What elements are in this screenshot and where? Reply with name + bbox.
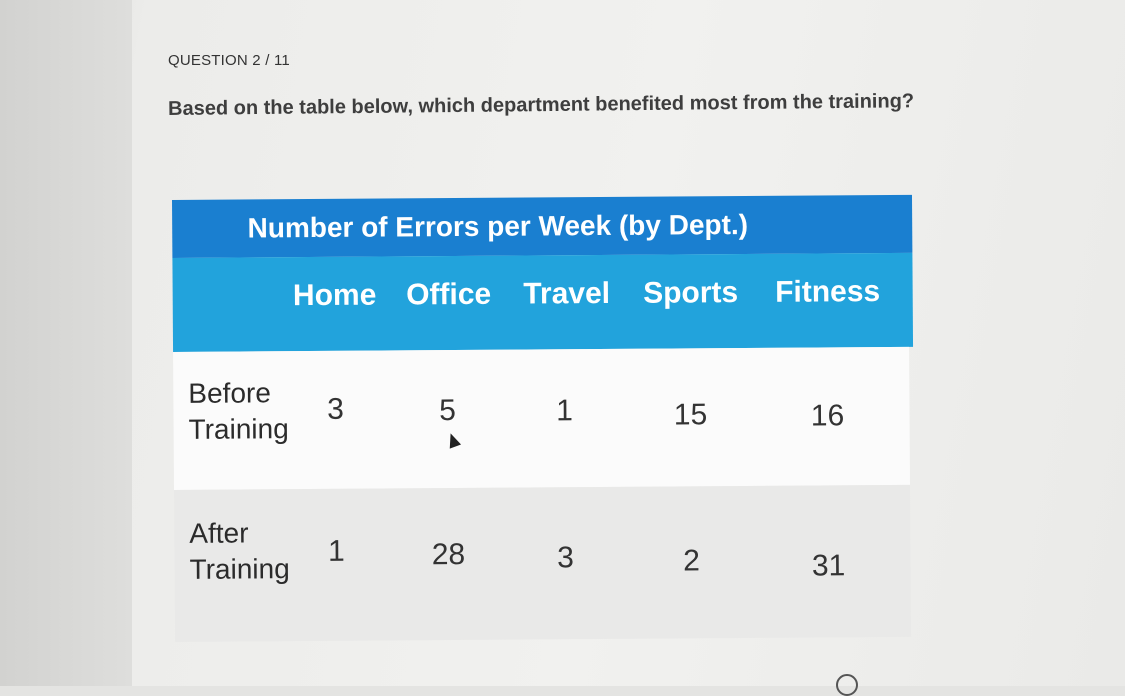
- column-header-sports: Sports: [643, 276, 739, 310]
- question-prompt: Based on the table below, which departme…: [168, 90, 915, 120]
- row-label-line1: After: [189, 517, 249, 549]
- cell-after-office: 28: [431, 537, 466, 572]
- question-counter: QUESTION 2 / 11: [168, 52, 290, 69]
- cell-after-travel: 3: [557, 541, 574, 575]
- errors-table: Number of Errors per Week (by Dept.) Hom…: [172, 194, 915, 652]
- row-label-line2: Training: [189, 553, 290, 585]
- column-header-fitness: Fitness: [775, 275, 881, 309]
- row-label-line2: Training: [188, 413, 289, 445]
- column-header-office: Office: [406, 277, 492, 312]
- row-label-before-training: Before Training: [188, 375, 289, 448]
- row-label-line1: Before: [188, 377, 271, 409]
- cell-before-home: 3: [327, 392, 344, 426]
- circle-icon[interactable]: [836, 674, 858, 696]
- cell-after-home: 1: [327, 534, 345, 568]
- table-row-after-training: After Training 1 28 3 2 31: [174, 484, 912, 642]
- table-row-before-training: Before Training 3 5 1 15 16: [173, 346, 911, 490]
- column-header-home: Home: [292, 278, 377, 313]
- cell-before-sports: 15: [673, 398, 708, 432]
- table-title: Number of Errors per Week (by Dept.): [172, 194, 913, 258]
- table-header-row: Home Office Travel Sports Fitness: [172, 252, 914, 352]
- cell-before-fitness: 16: [810, 399, 845, 433]
- row-label-after-training: After Training: [189, 515, 290, 588]
- cell-before-office: 5: [439, 394, 456, 428]
- cell-after-fitness: 31: [811, 549, 846, 583]
- column-header-travel: Travel: [523, 276, 611, 311]
- cell-after-sports: 2: [683, 544, 700, 578]
- monitor-bezel: [0, 0, 132, 686]
- cell-before-travel: 1: [556, 394, 573, 428]
